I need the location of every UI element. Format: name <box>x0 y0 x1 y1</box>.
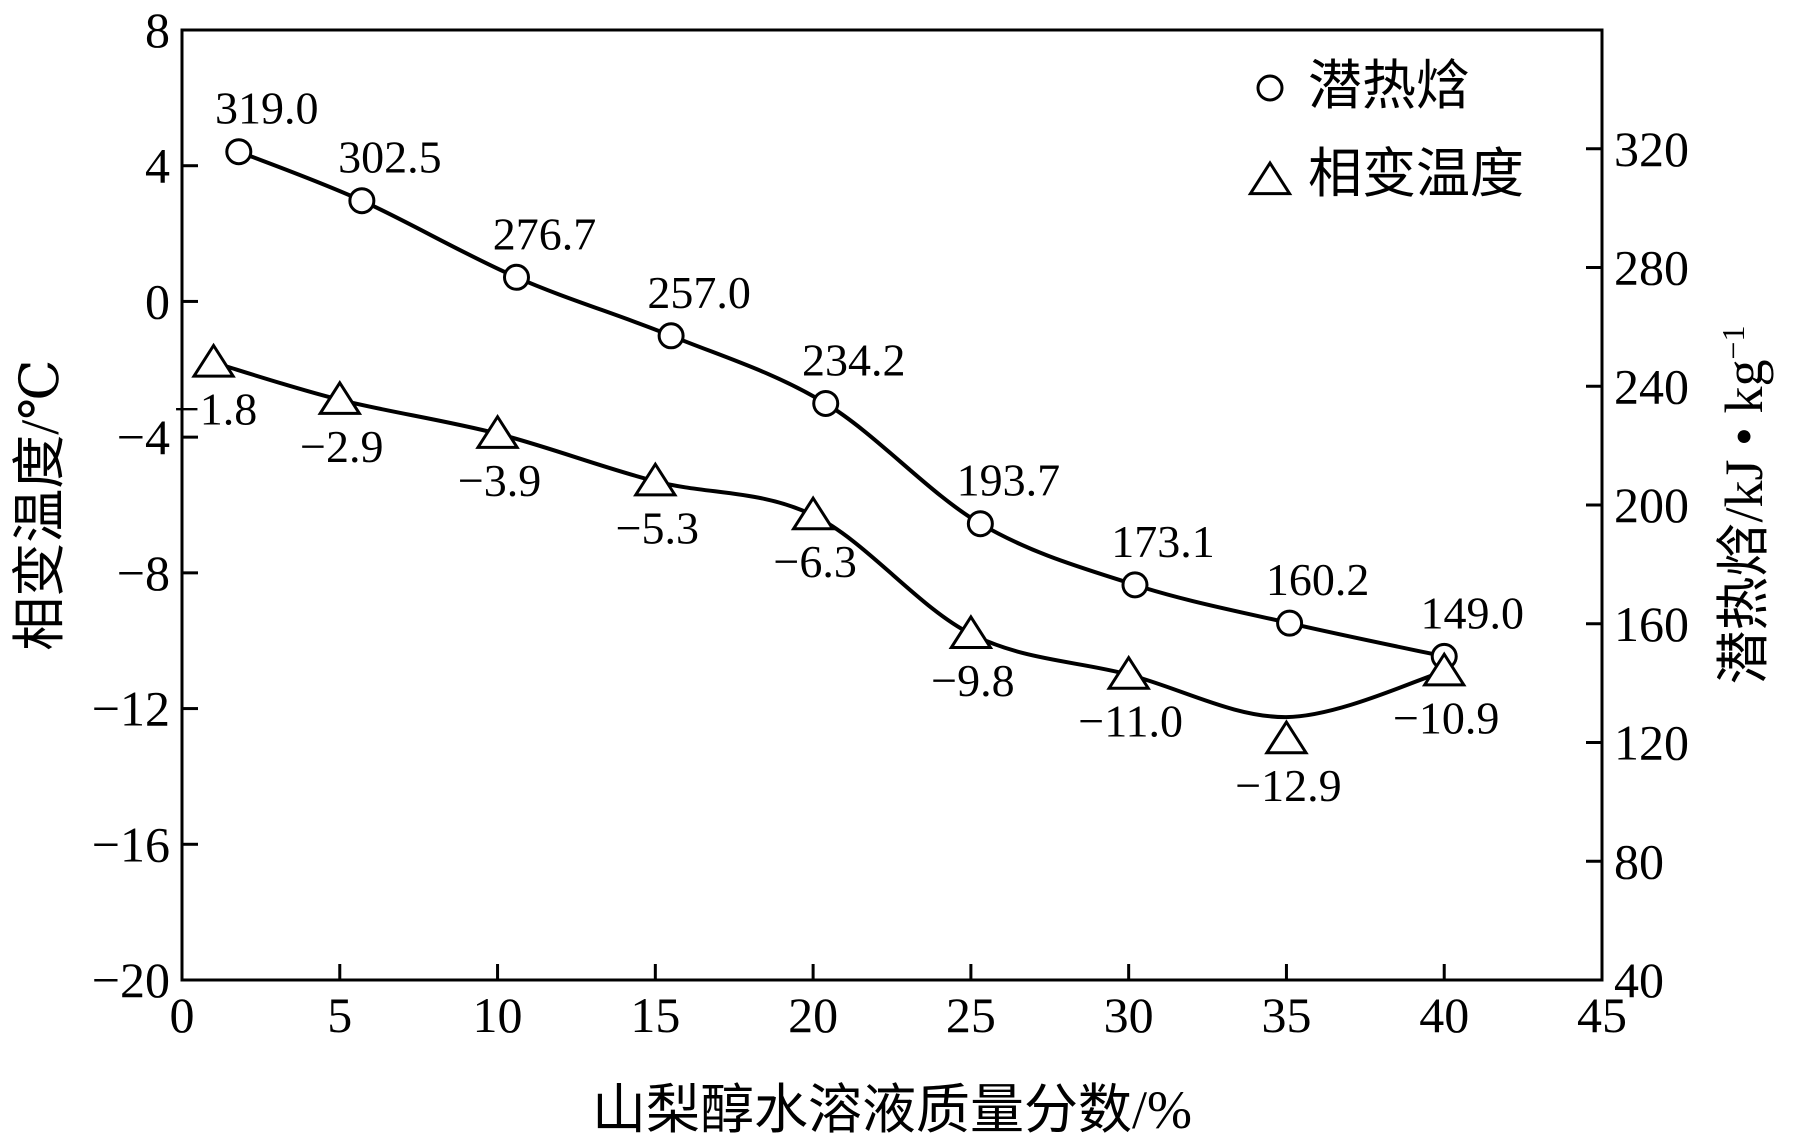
phase-temp-data-label: −12.9 <box>1235 760 1341 811</box>
phase-temp-point <box>1106 654 1151 690</box>
x-tick-label: 35 <box>1261 987 1311 1043</box>
markers <box>191 138 1467 755</box>
phase-temp-data-label: −9.8 <box>931 655 1014 706</box>
y-left-tick-label: 8 <box>145 2 170 58</box>
x-tick-label: 10 <box>473 987 523 1043</box>
y-left-tick-label: −16 <box>92 816 170 872</box>
phase-temp-point <box>317 380 363 415</box>
phase-temp-point <box>948 614 994 650</box>
phase-temp-point <box>633 461 678 497</box>
curves <box>213 149 1445 720</box>
y-left-tick-label: −12 <box>92 681 170 737</box>
y-right-tick-label: 80 <box>1614 833 1664 889</box>
ticks: 0 5 10 15 20 25 30 35 40 45−20−16−12−8−4048408012… <box>92 2 1689 1043</box>
latent-heat-data-label: 319.0 <box>215 83 319 134</box>
y-right-tick-label: 40 <box>1614 952 1664 1008</box>
latent-heat-point <box>502 263 530 291</box>
x-tick-label: 25 <box>946 987 996 1043</box>
latent-heat-data-label: 173.1 <box>1111 516 1215 567</box>
y-axis-right-title: 潜热焓/kJ • kg−1 <box>1714 326 1774 685</box>
latent-heat-point <box>225 138 253 166</box>
latent-heat-point <box>1276 609 1304 637</box>
latent-heat-data-label: 234.2 <box>802 334 906 385</box>
phase-temp-data-label: −6.3 <box>773 536 856 587</box>
phase-temp-data-label: −3.9 <box>458 455 541 506</box>
y-left-tick-label: −8 <box>117 545 170 601</box>
latent-heat-data-label: 302.5 <box>338 132 442 183</box>
legend-triangle-marker <box>1247 160 1293 196</box>
phase-temp-point <box>1264 719 1309 755</box>
y-right-tick-label: 200 <box>1614 477 1689 533</box>
latent-heat-data-label: 193.7 <box>957 455 1061 506</box>
latent-heat-data-label: 257.0 <box>647 267 751 318</box>
phase-temp-data-label: −11.0 <box>1078 696 1183 747</box>
y-left-tick-label: −4 <box>117 409 170 465</box>
x-tick-label: 30 <box>1104 987 1154 1043</box>
phase-temp-data-label: −2.9 <box>300 421 383 472</box>
x-tick-label: 15 <box>630 987 680 1043</box>
legend-circle-marker <box>1256 74 1284 102</box>
y-right-tick-label: 320 <box>1614 121 1689 177</box>
phase-temp-point <box>1421 651 1467 687</box>
latent-heat-point <box>812 389 840 417</box>
y-right-tick-label: 160 <box>1614 596 1689 652</box>
y-right-tick-label: 120 <box>1614 715 1689 771</box>
phase-temp-point <box>790 495 836 531</box>
x-tick-label: 20 <box>788 987 838 1043</box>
legend-label-phase-temp: 相变温度 <box>1308 144 1524 204</box>
phase-temp-data-label: −5.3 <box>616 502 699 553</box>
latent-heat-point <box>657 322 685 350</box>
y-axis-right-title-superscript: −1 <box>1715 326 1751 360</box>
y-left-tick-label: 0 <box>145 273 170 329</box>
phase-temp-point <box>475 413 520 449</box>
latent-heat-point <box>1121 571 1149 599</box>
y-right-tick-label: 280 <box>1614 240 1689 296</box>
x-tick-label: 45 <box>1577 987 1627 1043</box>
x-tick-label: 0 <box>170 987 195 1043</box>
latent-heat-point <box>966 510 994 538</box>
latent-heat-data-label: 276.7 <box>493 208 597 259</box>
y-left-tick-label: −20 <box>92 952 170 1008</box>
latent-heat-data-label: 149.0 <box>1420 587 1524 638</box>
x-axis-title: 山梨醇水溶液质量分数/% <box>592 1080 1192 1140</box>
latent-heat-point <box>348 187 376 215</box>
legend-label-latent-heat: 潜热焓 <box>1308 56 1470 116</box>
x-tick-label: 5 <box>327 987 352 1043</box>
y-left-tick-label: 4 <box>145 138 170 194</box>
latent-heat-data-label: 160.2 <box>1266 554 1370 605</box>
phase-temp-data-label: −10.9 <box>1393 692 1499 743</box>
x-tick-label: 40 <box>1419 987 1469 1043</box>
data-labels: 319.0 302.5 276.7 257.0 234.2 193.7 173.1 160.2… <box>174 83 1524 811</box>
y-axis-left-title: 相变温度/℃ <box>10 359 70 650</box>
phase-temp-data-label: −1.8 <box>174 384 257 435</box>
phase-temp-point <box>191 342 236 378</box>
legend: 潜热焓 相变温度 <box>1247 56 1524 204</box>
y-right-tick-label: 240 <box>1614 358 1689 414</box>
y-axis-right-title-main: 潜热焓/kJ • kg <box>1714 360 1774 685</box>
